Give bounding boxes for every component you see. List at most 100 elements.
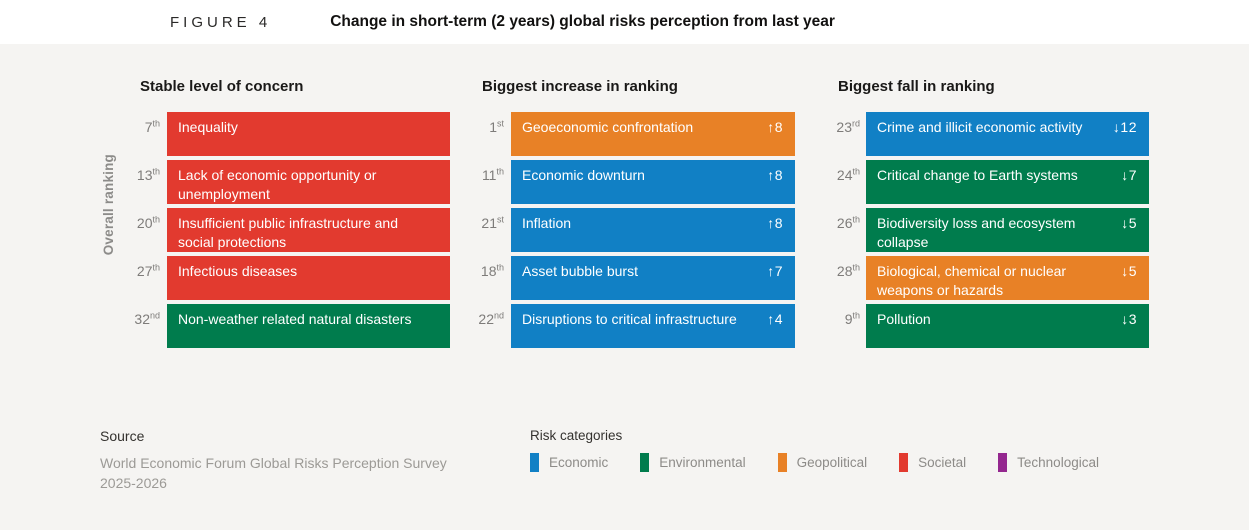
risk-row: 1st Geoeconomic confrontation ↑8 [470, 112, 795, 156]
rank-label: 27th [100, 256, 160, 300]
rank-suffix: st [496, 214, 504, 225]
rank-label: 11th [470, 160, 504, 204]
risk-bar: Pollution ↓3 [866, 304, 1149, 348]
rank-suffix: th [152, 214, 160, 225]
rank-number: 21 [481, 215, 497, 231]
risk-bar: Crime and illicit economic activity ↓12 [866, 112, 1149, 156]
rank-change-down: ↓7 [1121, 167, 1137, 183]
legend-item-geopolitical: Geopolitical [777, 453, 867, 472]
risk-bar: Biological, chemical or nuclear weapons … [866, 256, 1149, 300]
rank-number: 23 [836, 119, 852, 135]
rank-suffix: th [496, 262, 504, 273]
rank-suffix: th [152, 166, 160, 177]
rank-label: 20th [100, 208, 160, 252]
risk-row: 32nd Non-weather related natural disaste… [100, 304, 450, 348]
risk-label: Infectious diseases [178, 263, 298, 279]
risk-label: Insufficient public infrastructure and s… [178, 215, 398, 250]
column-rows: 23rd Crime and illicit economic activity… [822, 112, 1149, 348]
rank-label: 9th [822, 304, 860, 348]
rank-label: 18th [470, 256, 504, 300]
risk-row: 21st Inflation ↑8 [470, 208, 795, 252]
rank-number: 13 [136, 167, 153, 183]
rank-number: 20 [136, 215, 153, 231]
risk-label: Biodiversity loss and ecosystem collapse [877, 215, 1076, 250]
risk-bar: Non-weather related natural disasters [167, 304, 450, 348]
risk-label: Non-weather related natural disasters [178, 311, 412, 327]
rank-suffix: nd [493, 310, 504, 321]
column-title: Biggest fall in ranking [838, 78, 995, 95]
risk-label: Critical change to Earth systems [877, 167, 1078, 183]
legend-item-environmental: Environmental [640, 453, 746, 472]
risk-row: 22nd Disruptions to critical infrastruct… [470, 304, 795, 348]
figure-header: FIGURE 4 Change in short-term (2 years) … [0, 0, 1249, 44]
rank-label: 28th [822, 256, 860, 300]
column-stable-level-of-concern: Stable level of concern Overall ranking … [100, 78, 450, 352]
risk-row: 26th Biodiversity loss and ecosystem col… [822, 208, 1149, 252]
rank-change-down: ↓5 [1121, 215, 1137, 231]
rank-suffix: th [152, 118, 160, 129]
rank-suffix: th [852, 262, 860, 273]
rank-label: 7th [100, 112, 160, 156]
rank-number: 26 [836, 215, 853, 231]
rank-suffix: th [852, 310, 860, 321]
rank-label: 23rd [822, 112, 860, 156]
rank-label: 32nd [100, 304, 160, 348]
rank-suffix: st [496, 118, 504, 129]
rank-label: 22nd [470, 304, 504, 348]
rank-number: 28 [836, 263, 853, 279]
rank-change-up: ↑8 [767, 119, 783, 135]
risk-bar: Lack of economic opportunity or unemploy… [167, 160, 450, 204]
rank-number: 22 [478, 311, 494, 327]
figure-title: Change in short-term (2 years) global ri… [330, 13, 835, 30]
rank-suffix: nd [149, 310, 160, 321]
source-text-line2: 2025-2026 [100, 475, 167, 491]
legend-items: Economic Environmental Geopolitical Soci… [530, 453, 1099, 472]
risk-row: 18th Asset bubble burst ↑7 [470, 256, 795, 300]
rank-number: 32 [134, 311, 150, 327]
rank-suffix: th [852, 214, 860, 225]
rank-number: 24 [836, 167, 853, 183]
legend-label: Technological [1017, 455, 1099, 470]
risk-row: 27th Infectious diseases [100, 256, 450, 300]
risk-bar: Inequality [167, 112, 450, 156]
ranking-columns: Stable level of concern Overall ranking … [0, 78, 1249, 352]
legend-label: Societal [918, 455, 967, 470]
legend-item-societal: Societal [899, 453, 966, 472]
legend-label: Environmental [659, 455, 746, 470]
risk-label: Disruptions to critical infrastructure [522, 311, 737, 327]
rank-number: 7 [144, 119, 153, 135]
risk-bar: Inflation ↑8 [511, 208, 795, 252]
rank-label: 26th [822, 208, 860, 252]
rank-change-up: ↑8 [767, 167, 783, 183]
risk-bar: Economic downturn ↑8 [511, 160, 795, 204]
rank-label: 13th [100, 160, 160, 204]
column-biggest-increase: Biggest increase in ranking 1st Geoecono… [470, 78, 795, 352]
rank-number: 11 [481, 167, 497, 183]
legend-item-technological: Technological [998, 453, 1099, 472]
column-biggest-fall: Biggest fall in ranking 23rd Crime and i… [822, 78, 1149, 352]
risk-row: 13th Lack of economic opportunity or une… [100, 160, 450, 204]
risk-label: Economic downturn [522, 167, 645, 183]
legend-label: Economic [549, 455, 609, 470]
figure-footer: Source World Economic Forum Global Risks… [0, 428, 1249, 493]
risk-label: Inflation [522, 215, 572, 231]
risk-row: 20th Insufficient public infrastructure … [100, 208, 450, 252]
risk-label: Pollution [877, 311, 931, 327]
rank-change-up: ↑8 [767, 215, 783, 231]
column-title: Biggest increase in ranking [482, 78, 678, 95]
risk-label: Crime and illicit economic activity [877, 119, 1083, 135]
figure-number-label: FIGURE 4 [170, 13, 272, 31]
rank-change-up: ↑7 [767, 263, 783, 279]
risk-row: 11th Economic downturn ↑8 [470, 160, 795, 204]
column-rows: 1st Geoeconomic confrontation ↑8 11th Ec… [470, 112, 795, 348]
legend-swatch-environmental-icon [640, 453, 650, 472]
rank-number: 9 [844, 311, 853, 327]
rank-number: 18 [480, 263, 497, 279]
risk-label: Biological, chemical or nuclear weapons … [877, 263, 1067, 298]
risk-bar: Critical change to Earth systems ↓7 [866, 160, 1149, 204]
risk-bar: Geoeconomic confrontation ↑8 [511, 112, 795, 156]
legend-swatch-technological-icon [998, 453, 1008, 472]
rank-number: 1 [489, 119, 497, 135]
rank-suffix: rd [851, 118, 860, 129]
